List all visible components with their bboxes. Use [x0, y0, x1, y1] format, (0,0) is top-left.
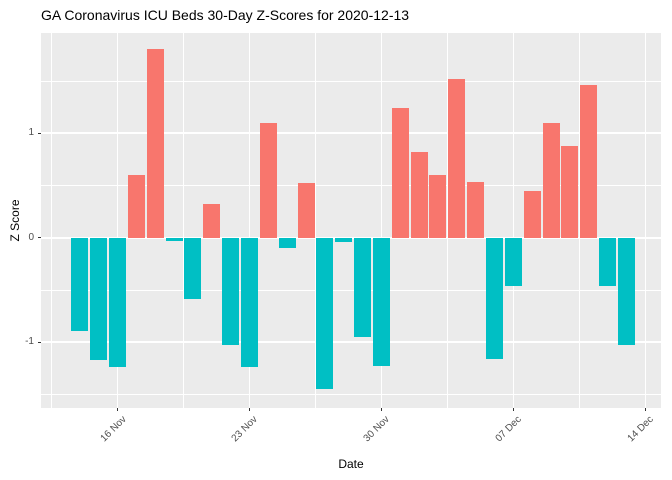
x-tick-mark	[248, 408, 250, 411]
gridline-minor-v	[183, 33, 184, 408]
gridline-minor-v	[447, 33, 448, 408]
bar-2020-12-06	[486, 237, 504, 359]
bar-2020-12-13	[618, 237, 635, 346]
bar-2020-11-27	[316, 237, 334, 390]
gridline-major-h	[41, 236, 661, 239]
gridline-minor-h	[41, 185, 661, 186]
y-tick-mark	[38, 237, 41, 239]
bar-2020-12-07	[504, 237, 522, 286]
bar-2020-12-04	[448, 78, 466, 238]
x-tick-mark	[117, 408, 119, 411]
bar-2020-11-23	[240, 237, 258, 368]
bar-2020-12-03	[429, 175, 447, 238]
plot-panel	[41, 33, 661, 408]
bar-2020-11-16	[109, 237, 127, 368]
y-tick-mark	[38, 341, 41, 343]
x-tick-mark	[380, 408, 382, 411]
y-tick-label: 0	[28, 231, 34, 243]
x-tick-mark	[512, 408, 514, 411]
gridline-major-v	[380, 33, 383, 408]
gridline-minor-h	[41, 289, 661, 291]
bar-2020-11-25	[278, 237, 296, 249]
y-axis-title: Z Score	[8, 199, 22, 242]
x-tick-mark	[644, 408, 646, 411]
bar-2020-12-10	[561, 145, 579, 238]
gridline-minor-h	[41, 80, 661, 82]
gridline-major-v	[116, 33, 119, 408]
chart-title: GA Coronavirus ICU Beds 30-Day Z-Scores …	[41, 7, 410, 23]
bar-2020-11-20	[184, 237, 202, 300]
bar-2020-11-14	[71, 237, 89, 331]
gridline-major-h	[41, 341, 661, 343]
bar-2020-11-26	[297, 183, 315, 238]
bar-2020-11-28	[335, 237, 353, 242]
gridline-major-v	[248, 33, 251, 408]
bar-2020-11-24	[259, 122, 277, 238]
gridline-minor-v	[51, 33, 52, 408]
y-tick-label: 1	[28, 127, 34, 139]
bar-2020-11-15	[90, 237, 108, 360]
gridline-major-v	[512, 33, 515, 408]
bar-2020-11-30	[372, 237, 390, 367]
gridline-minor-v	[578, 33, 580, 408]
bar-2020-12-01	[391, 108, 409, 238]
gridline-major-v	[644, 33, 647, 408]
bar-2020-11-22	[222, 237, 240, 346]
gridline-minor-h	[41, 394, 661, 395]
y-tick-label: -1	[25, 336, 34, 348]
bar-2020-11-18	[146, 48, 164, 238]
bar-2020-11-19	[165, 237, 183, 241]
bar-2020-12-11	[580, 85, 598, 238]
bar-2020-12-08	[523, 190, 541, 238]
y-tick-mark	[38, 132, 41, 134]
bar-2020-11-21	[203, 204, 221, 238]
bar-2020-12-12	[599, 237, 617, 286]
bar-2020-12-02	[410, 152, 428, 238]
gridline-major-h	[41, 132, 661, 135]
bar-2020-12-09	[542, 122, 560, 238]
bar-2020-11-29	[354, 237, 372, 337]
bar-2020-12-05	[467, 182, 485, 238]
x-axis-title: Date	[338, 457, 364, 471]
gridline-minor-v	[315, 33, 316, 408]
bar-2020-11-17	[127, 175, 145, 238]
